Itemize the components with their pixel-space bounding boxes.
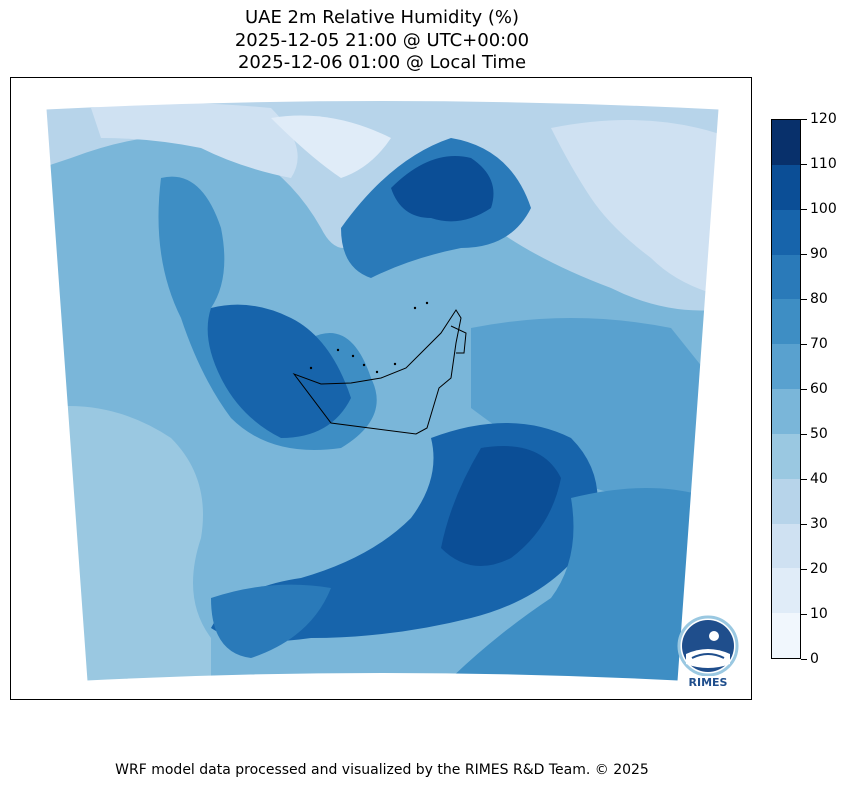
colorbar-tick [801,253,807,255]
uae-islands [309,301,429,374]
colorbar-segment [772,209,800,255]
colorbar-segment [772,567,800,614]
colorbar-segment [772,119,800,165]
map-frame[interactable] [10,77,752,700]
colorbar-tick-label: 110 [810,156,837,172]
colorbar-tick-label: 120 [810,111,837,127]
colorbar-tick-label: 20 [810,561,828,577]
footer-credit: WRF model data processed and visualized … [115,762,649,778]
rimes-logo-emblem [677,615,739,677]
colorbar-segment [772,478,800,524]
colorbar-segment [772,388,800,434]
colorbar-tick [801,658,807,660]
colorbar-segment [772,254,800,300]
colorbar-tick [801,118,807,120]
colorbar-tick-label: 30 [810,516,828,532]
colorbar-segment [772,523,800,569]
colorbar-tick [801,163,807,165]
colorbar-segment [772,298,800,345]
colorbar-tick-label: 90 [810,246,828,262]
colorbar-segment [772,433,800,479]
colorbar-tick [801,298,807,300]
rimes-logo: RIMES [672,614,744,690]
colorbar-tick-label: 100 [810,201,837,217]
humidity-map[interactable] [11,78,752,700]
humidity-fill [46,100,719,681]
colorbar-tick-label: 70 [810,336,828,352]
colorbar-tick [801,613,807,615]
colorbar-tick-label: 0 [810,651,819,667]
colorbar-tick-label: 80 [810,291,828,307]
title-line-3: 2025-12-06 01:00 @ Local Time [237,52,527,73]
colorbar-tick [801,388,807,390]
title-line-2: 2025-12-05 21:00 @ UTC+00:00 [234,30,530,51]
title-line-1: UAE 2m Relative Humidity (%) [244,7,520,28]
colorbar-tick-label: 60 [810,381,828,397]
colorbar-tick-label: 40 [810,471,828,487]
colorbar-segment [772,164,800,210]
colorbar-tick-label: 50 [810,426,828,442]
colorbar-segment [772,343,800,389]
colorbar-tick-label: 10 [810,606,828,622]
colorbar-tick [801,433,807,435]
domain-edge [45,100,720,682]
colorbar-segment [772,612,800,658]
colorbar-tick [801,568,807,570]
colorbar-tick [801,208,807,210]
rimes-logo-text: RIMES [688,676,728,689]
colorbar [771,119,801,659]
colorbar-tick [801,523,807,525]
colorbar-tick [801,478,807,480]
colorbar-tick [801,343,807,345]
uae-boundary [292,309,467,435]
